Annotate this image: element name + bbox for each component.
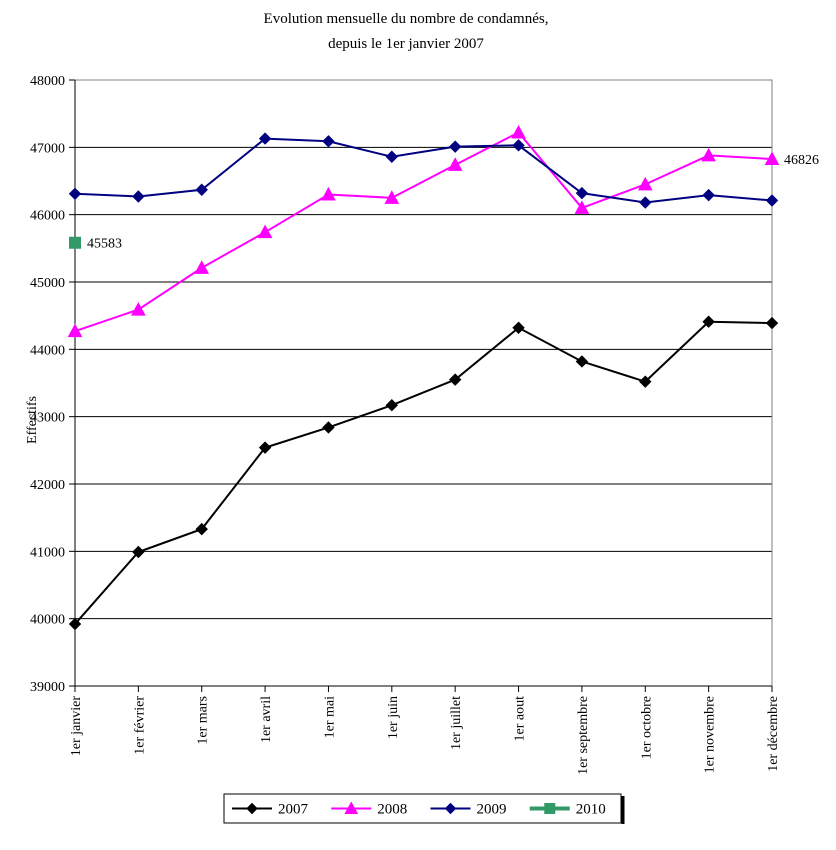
data-point bbox=[701, 147, 716, 162]
annotations: 45583 46826 bbox=[87, 153, 819, 252]
legend-label: 2009 bbox=[477, 802, 507, 818]
x-tick-label: 1er septembre bbox=[576, 696, 591, 775]
data-point bbox=[448, 373, 462, 386]
data-point bbox=[639, 196, 652, 209]
series-2007 bbox=[68, 315, 779, 631]
data-point bbox=[246, 802, 258, 815]
data-point bbox=[195, 183, 208, 196]
legend-label: 2007 bbox=[278, 802, 309, 818]
x-tick-label: 1er mai bbox=[322, 696, 337, 738]
chart-title-line1: Evolution mensuelle du nombre de condamn… bbox=[264, 11, 549, 27]
data-point bbox=[69, 236, 81, 249]
data-point bbox=[574, 200, 590, 214]
x-tick-label: 1er juin bbox=[386, 696, 401, 739]
data-point bbox=[68, 187, 82, 201]
series-2008 bbox=[67, 124, 780, 338]
series-line bbox=[74, 131, 773, 333]
data-point bbox=[575, 186, 589, 200]
legend-item-2010: 2010 bbox=[529, 802, 606, 818]
legend-item-2008: 2008 bbox=[331, 801, 407, 818]
chart-title-line2: depuis le 1er janvier 2007 bbox=[328, 36, 484, 52]
y-axis-label: Effectifs bbox=[25, 396, 40, 444]
x-tick-label: 1er avril bbox=[259, 696, 274, 743]
series-2010 bbox=[69, 236, 81, 249]
y-tick-label: 42000 bbox=[30, 478, 65, 493]
series-2009 bbox=[68, 132, 779, 209]
y-tick-label: 40000 bbox=[30, 613, 65, 628]
data-point bbox=[322, 135, 335, 148]
data-point bbox=[258, 132, 272, 145]
data-point bbox=[344, 801, 359, 814]
series-line bbox=[74, 137, 773, 204]
y-tick-label: 39000 bbox=[30, 680, 65, 695]
data-point bbox=[764, 151, 780, 166]
y-tick-label: 46000 bbox=[30, 209, 65, 224]
data-point bbox=[637, 176, 653, 191]
data-point bbox=[575, 355, 589, 368]
y-tick-label: 45000 bbox=[30, 276, 65, 291]
data-point bbox=[257, 224, 273, 239]
data-point bbox=[131, 302, 146, 316]
data-point bbox=[444, 802, 457, 815]
data-point bbox=[194, 260, 210, 274]
legend: 2007 2008 2009 2010 bbox=[223, 793, 625, 824]
data-point bbox=[544, 803, 556, 814]
data-point bbox=[639, 375, 652, 388]
data-point bbox=[385, 150, 399, 163]
x-tick-label: 1er juillet bbox=[449, 696, 464, 750]
legend-label: 2008 bbox=[377, 802, 407, 818]
legend-item-2007: 2007 bbox=[232, 802, 309, 818]
x-tick-label: 1er novembre bbox=[703, 696, 718, 773]
data-point bbox=[385, 399, 399, 412]
data-point bbox=[132, 545, 145, 559]
data-point bbox=[512, 139, 525, 152]
data-point bbox=[132, 190, 145, 203]
data-point bbox=[321, 186, 336, 201]
x-tick-label: 1er aout bbox=[513, 696, 528, 742]
y-axis: 39000 40000 41000 42000 43000 44000 45000 46000… bbox=[30, 74, 75, 695]
data-point bbox=[765, 194, 779, 207]
legend-label: 2010 bbox=[576, 802, 606, 818]
grid-lines bbox=[75, 146, 772, 620]
data-point bbox=[322, 421, 335, 434]
data-point bbox=[511, 124, 526, 139]
x-axis: 1er janvier 1er février 1er mars 1er avril 1… bbox=[69, 80, 781, 775]
y-tick-label: 47000 bbox=[30, 141, 65, 156]
y-tick-label: 48000 bbox=[30, 74, 65, 89]
data-point bbox=[258, 441, 272, 454]
series-group bbox=[67, 124, 780, 631]
data-point bbox=[67, 323, 83, 338]
data-point bbox=[765, 316, 779, 330]
series-line bbox=[74, 320, 773, 625]
data-label: 46826 bbox=[784, 153, 819, 168]
plot-area-frame bbox=[74, 79, 773, 687]
data-point bbox=[702, 188, 715, 202]
data-point bbox=[384, 190, 400, 204]
x-tick-label: 1er décembre bbox=[766, 696, 781, 772]
y-tick-label: 44000 bbox=[30, 343, 65, 358]
y-tick-label: 41000 bbox=[30, 545, 65, 560]
data-point bbox=[68, 617, 82, 631]
data-point bbox=[195, 522, 208, 536]
x-tick-label: 1er mars bbox=[196, 696, 211, 745]
data-point bbox=[448, 140, 462, 153]
data-point bbox=[447, 157, 463, 171]
data-point bbox=[512, 321, 525, 334]
x-tick-label: 1er octobre bbox=[639, 696, 654, 759]
y-tick-label: 43000 bbox=[30, 411, 65, 426]
x-tick-label: 1er janvier bbox=[69, 696, 84, 757]
legend-item-2009: 2009 bbox=[430, 802, 507, 818]
data-label: 45583 bbox=[87, 237, 122, 252]
data-point bbox=[702, 315, 715, 328]
x-tick-label: 1er février bbox=[132, 696, 147, 755]
